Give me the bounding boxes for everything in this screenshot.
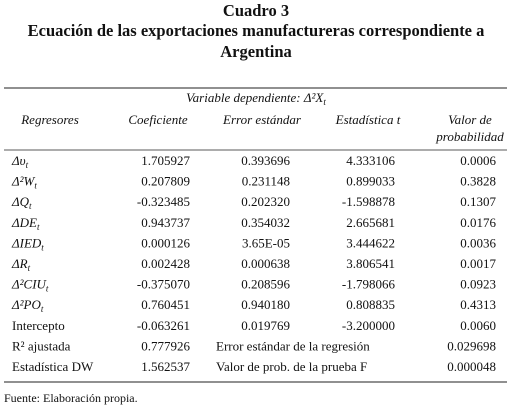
label-main: Δ²CIU (11, 277, 48, 292)
cell: 2.665681 (346, 215, 395, 230)
label-subscript: t (41, 242, 44, 252)
summary-value: 1.562537 (141, 359, 190, 374)
cell: 0.0017 (460, 256, 496, 271)
label: ΔRt (11, 256, 31, 273)
cell: 0.000638 (241, 256, 290, 271)
cell: 3.65E-05 (242, 235, 290, 250)
label: Δ²CIUt (11, 277, 49, 294)
cell: 0.3828 (460, 174, 496, 189)
cell: 0.202320 (241, 194, 290, 209)
summary-stat-value: 0.029698 (447, 338, 496, 353)
column-header: Estadística t (335, 112, 401, 127)
cell: -1.598878 (342, 194, 395, 209)
cell: 0.0036 (460, 235, 496, 250)
cell: 0.354032 (241, 215, 290, 230)
column-header: Error estándar (222, 112, 302, 127)
cell: 0.4313 (460, 297, 496, 312)
label-main: ΔR (11, 256, 28, 271)
label-subscript: t (26, 160, 29, 170)
cell: -0.323485 (137, 194, 190, 209)
cell: 4.333106 (346, 153, 395, 168)
label-main: Intercepto (12, 318, 65, 333)
cell: -0.375070 (137, 277, 190, 292)
label: ΔDEt (11, 215, 40, 232)
cell: 0.019769 (241, 318, 290, 333)
label-subscript: t (34, 181, 37, 191)
cell: 0.002428 (141, 256, 190, 271)
label: Variable dependiente: Δ²Xt (186, 90, 326, 107)
cell: 0.0923 (460, 277, 496, 292)
summary-stat-value: 0.000048 (447, 359, 496, 374)
cell: 0.943737 (141, 215, 190, 230)
cell: 0.1307 (460, 194, 496, 209)
cell: -3.200000 (342, 318, 395, 333)
label: Δ²Wt (11, 174, 37, 191)
label: Intercepto (12, 318, 65, 333)
title-line: Cuadro 3 (223, 1, 289, 20)
label-subscript: t (37, 222, 40, 232)
label: Δυt (11, 153, 29, 170)
cell: 0.808835 (346, 297, 395, 312)
label-subscript: t (28, 263, 31, 273)
cell: 3.806541 (346, 256, 395, 271)
cell: 0.231148 (242, 174, 290, 189)
label: Δ²POt (11, 297, 44, 314)
source-note: Fuente: Elaboración propia. (4, 391, 138, 405)
cell: 0.0060 (460, 318, 496, 333)
cell: 0.393696 (241, 153, 290, 168)
summary-stat-label: Error estándar de la regresión (216, 338, 370, 353)
column-header: Regresores (20, 112, 79, 127)
cell: 0.940180 (241, 297, 290, 312)
summary-value: 0.777926 (141, 338, 190, 353)
label: ΔQt (11, 194, 32, 211)
label: ΔIEDt (11, 235, 44, 252)
label-main: Δ²PO (11, 297, 41, 312)
cell: -0.063261 (137, 318, 190, 333)
cell: 0.0006 (460, 153, 496, 168)
summary-label: Estadística DW (12, 359, 94, 374)
label-main: ΔQ (11, 194, 30, 209)
label-subscript: t (46, 284, 49, 294)
column-header: Coeficiente (128, 112, 187, 127)
cell: 0.899033 (346, 174, 395, 189)
cell: 0.207809 (141, 174, 190, 189)
label-main: ΔIED (11, 235, 42, 250)
cell: 0.208596 (241, 277, 290, 292)
cell: 0.0176 (460, 215, 496, 230)
label-main: ΔDE (11, 215, 37, 230)
cell: 0.760451 (141, 297, 190, 312)
cell: -1.798066 (342, 277, 396, 292)
column-header: Valor de (448, 112, 492, 127)
cell: 3.444622 (346, 235, 395, 250)
label-subscript: t (41, 304, 44, 314)
summary-stat-label: Valor de prob. de la prueba F (216, 359, 367, 374)
label-main: Δ²W (11, 174, 36, 189)
cell: 1.705927 (141, 153, 190, 168)
label-subscript: t (323, 97, 326, 107)
summary-label: R² ajustada (12, 338, 71, 353)
label-subscript: t (29, 201, 32, 211)
column-header: probabilidad (435, 129, 504, 144)
label-main: Variable dependiente: Δ²X (186, 90, 324, 105)
title-line: Argentina (220, 42, 292, 61)
label-main: Δυ (11, 153, 26, 168)
cell: 0.000126 (141, 235, 190, 250)
title-line: Ecuación de las exportaciones manufactur… (28, 21, 485, 40)
